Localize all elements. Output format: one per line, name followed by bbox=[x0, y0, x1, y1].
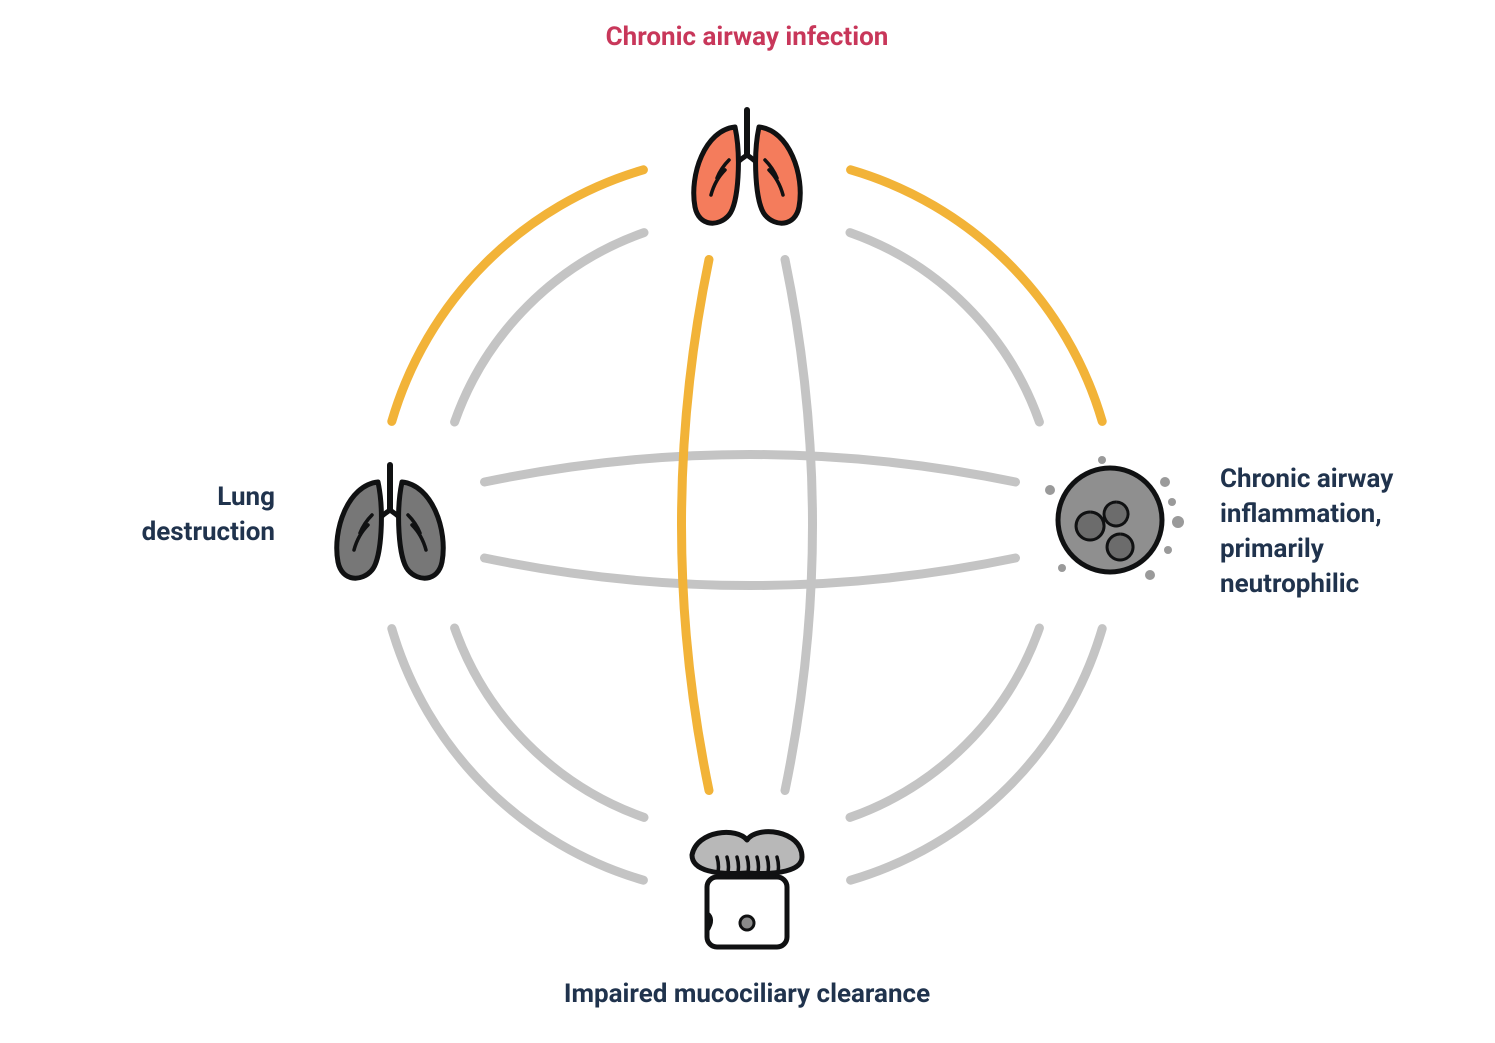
label-right: Chronic airway inflammation, primarily n… bbox=[1220, 462, 1480, 602]
arrow-bottom-to-top bbox=[785, 260, 813, 791]
arrow-left-to-right bbox=[485, 455, 1016, 483]
lungs-icon bbox=[694, 110, 800, 223]
label-top: Chronic airway infection bbox=[447, 20, 1047, 55]
label-left: Lung destruction bbox=[15, 480, 275, 550]
cell-icon bbox=[1045, 456, 1184, 580]
arrow-left-to-bottom bbox=[392, 629, 644, 881]
arrow-top-to-bottom bbox=[682, 260, 710, 791]
cilia-icon bbox=[692, 832, 802, 947]
arrow-right-to-left bbox=[485, 558, 1016, 586]
lungs-icon bbox=[337, 465, 443, 578]
arrow-top-to-right bbox=[851, 170, 1103, 422]
vicious-cycle-diagram: Chronic airway infection Chronic airway i… bbox=[0, 0, 1495, 1043]
label-bottom: Impaired mucociliary clearance bbox=[447, 977, 1047, 1012]
arrow-right-to-bottom bbox=[851, 629, 1103, 881]
arrow-top-to-left bbox=[392, 170, 644, 422]
